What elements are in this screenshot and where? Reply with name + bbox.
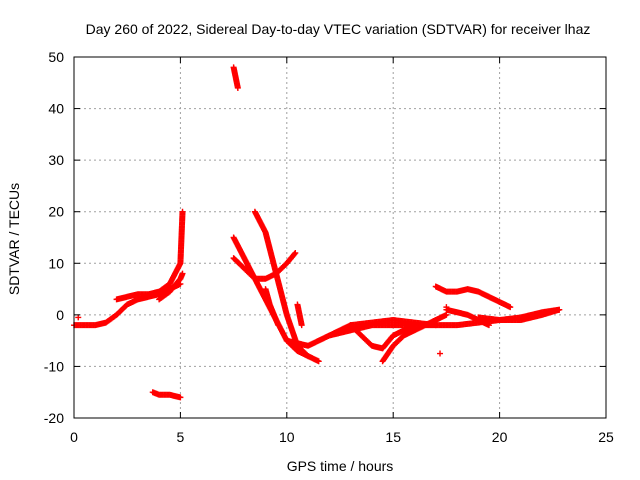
- series-arc-d: [262, 286, 281, 328]
- data-point: [234, 84, 241, 91]
- series-arc-early-high: [113, 209, 186, 303]
- y-tick-label: 20: [48, 204, 64, 220]
- data-point: [432, 322, 439, 329]
- data-point: [507, 304, 514, 311]
- x-tick-label: 0: [70, 429, 78, 445]
- data-point: [411, 322, 418, 329]
- data-point: [292, 249, 299, 256]
- series-arc-i: [379, 312, 449, 365]
- y-tick-label: 30: [48, 152, 64, 168]
- data-point: [315, 358, 322, 365]
- series-arc-h: [347, 322, 417, 352]
- data-point: [179, 270, 186, 277]
- data-point: [179, 208, 186, 215]
- series-arc-e: [294, 301, 305, 328]
- x-tick-label: 25: [598, 429, 614, 445]
- series-arc-negative: [149, 389, 183, 401]
- data-point: [177, 394, 184, 401]
- y-axis-label: SDTVAR / TECUs: [6, 183, 22, 295]
- x-axis-label: GPS time / hours: [287, 458, 394, 474]
- axis-ticks: 0 5 10 15 20 25 -20 -10 0 10 20 30 40 50: [44, 49, 614, 445]
- data-point: [304, 352, 311, 359]
- grid-lines: [74, 57, 606, 418]
- y-tick-label: -10: [44, 358, 64, 374]
- y-tick-label: 10: [48, 255, 64, 271]
- data-point: [443, 311, 450, 318]
- plot-frame: [73, 56, 607, 419]
- series-arc-j: [432, 283, 513, 310]
- data-point: [291, 250, 298, 257]
- x-tick-label: 20: [492, 429, 508, 445]
- data-point: [556, 306, 563, 313]
- data-point: [275, 322, 282, 329]
- data-point: [437, 350, 444, 357]
- y-tick-label: 40: [48, 101, 64, 117]
- x-tick-label: 15: [385, 429, 401, 445]
- data-point: [305, 353, 312, 360]
- data-point: [75, 314, 82, 321]
- data-point: [298, 322, 305, 329]
- y-tick-label: 50: [48, 49, 64, 65]
- data-point: [485, 322, 492, 329]
- chart-title: Day 260 of 2022, Sidereal Day-to-day VTE…: [86, 21, 591, 37]
- series-arc-c: [251, 208, 311, 359]
- y-tick-label: 0: [56, 307, 64, 323]
- x-tick-label: 5: [177, 429, 185, 445]
- series-arc-early-mid: [156, 271, 186, 303]
- data-points: [71, 64, 563, 401]
- data-point: [443, 304, 450, 311]
- y-tick-label: -20: [44, 410, 64, 426]
- series-spike: [230, 64, 241, 90]
- x-tick-label: 10: [279, 429, 295, 445]
